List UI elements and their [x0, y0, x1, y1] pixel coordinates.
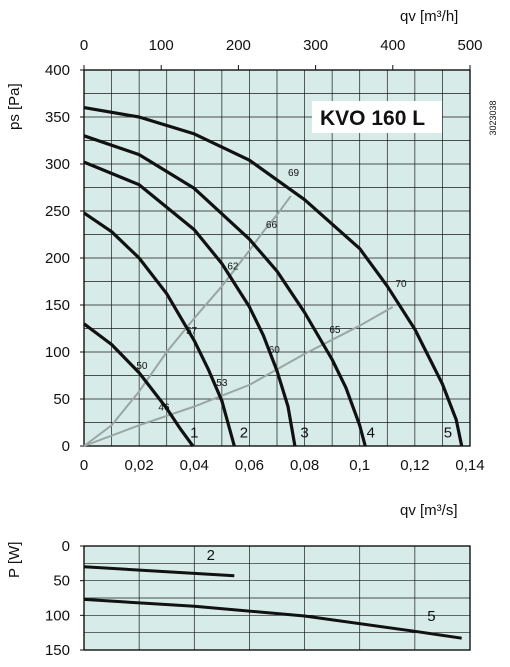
power-curve-number: 2	[207, 547, 215, 564]
model-label-box	[312, 101, 442, 133]
y-tick-label: 0	[62, 438, 70, 455]
efficiency-label: 60	[269, 345, 281, 356]
power-y-axis-title: P [W]	[6, 542, 23, 578]
y-tick-label: 250	[45, 203, 70, 220]
x-tick-label: 0,02	[125, 457, 154, 474]
y-tick-label: 350	[45, 109, 70, 126]
x-tick-label: 0,1	[349, 457, 370, 474]
pressure-flow-plot: KVO 160 L0 0,02 0,04 0,06 0,08 0,1 0,12 0,140 10…	[6, 8, 498, 519]
fan-curve-5	[83, 106, 464, 447]
efficiency-label: 70	[396, 279, 408, 290]
efficiency-label: 50	[136, 361, 148, 372]
x-tick-label: 0,06	[235, 457, 264, 474]
x2-axis-title: qv [m³/h]	[400, 8, 458, 25]
x2-tick-label: 0	[80, 37, 88, 54]
y-tick-label: 50	[53, 391, 70, 408]
power-y-tick-label: 100	[45, 607, 70, 624]
power-curve-2	[83, 565, 235, 578]
x-tick-label: 0,12	[400, 457, 429, 474]
efficiency-label: 57	[186, 326, 198, 337]
y-tick-label: 300	[45, 156, 70, 173]
efficiency-label: 46	[158, 402, 170, 413]
y-axis-title: ps [Pa]	[6, 83, 23, 130]
efficiency-label: 69	[288, 168, 300, 179]
x-axis-title: qv [m³/s]	[400, 502, 458, 519]
efficiency-line-2	[83, 306, 394, 447]
y-tick-label: 200	[45, 250, 70, 267]
curve-number-label: 2	[240, 425, 248, 442]
x2-tick-label: 200	[226, 37, 251, 54]
y-tick-label: 100	[45, 344, 70, 361]
fan-curve-1	[83, 322, 195, 447]
x-tick-label: 0	[80, 457, 88, 474]
curve-number-label: 4	[367, 425, 375, 442]
x2-tick-label: 300	[303, 37, 328, 54]
x2-tick-label: 500	[457, 37, 482, 54]
efficiency-line-1	[83, 195, 292, 447]
power-plot: 0 50 100 150 P [W] 2 5	[6, 538, 471, 659]
efficiency-label: 65	[329, 325, 341, 336]
power-curve-5	[83, 597, 462, 640]
x2-tick-label: 100	[149, 37, 174, 54]
efficiency-label: 62	[227, 261, 239, 272]
curve-number-label: 1	[190, 425, 198, 442]
power-y-tick-label: 50	[53, 573, 70, 590]
x-tick-label: 0,14	[455, 457, 484, 474]
y-tick-label: 400	[45, 62, 70, 79]
fan-curve-4	[83, 134, 367, 447]
power-y-tick-label: 150	[45, 642, 70, 659]
model-label: KVO 160 L	[320, 107, 425, 130]
x2-tick-label: 400	[380, 37, 405, 54]
x-tick-label: 0,08	[290, 457, 319, 474]
efficiency-label: 66	[266, 220, 278, 231]
power-plot-frame	[83, 545, 471, 651]
power-y-tick-label: 0	[62, 538, 70, 555]
x-tick-label: 0,04	[180, 457, 209, 474]
fan-curve-2	[83, 211, 236, 447]
y-tick-label: 150	[45, 297, 70, 314]
curve-number-label: 3	[300, 425, 308, 442]
curve-number-label: 5	[444, 425, 452, 442]
efficiency-label: 53	[216, 378, 228, 389]
document-code: 3023038	[488, 100, 498, 135]
fan-curve-3	[83, 160, 297, 447]
power-curve-number: 5	[427, 608, 435, 625]
